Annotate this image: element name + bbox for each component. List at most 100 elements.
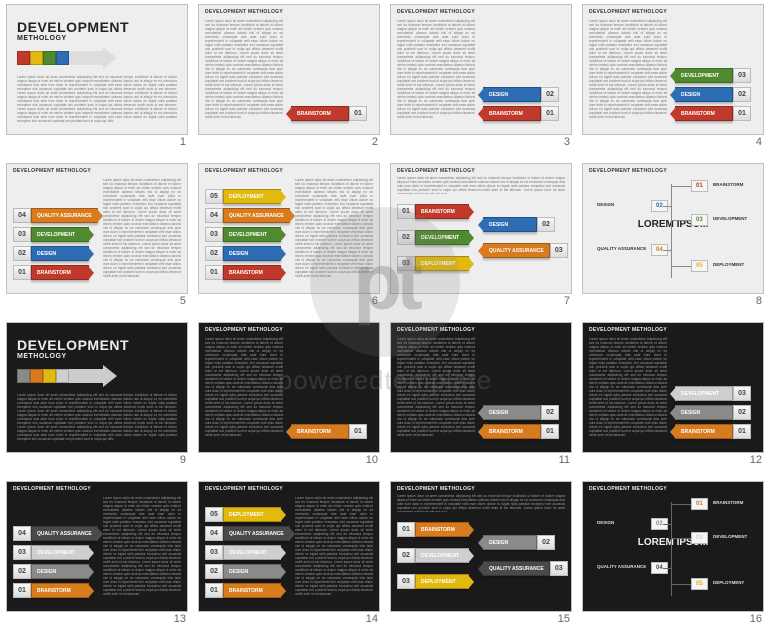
slide-15[interactable]: DEVELOPMENT METHOLOGYLorem ipsum dolor s… xyxy=(390,481,572,612)
step-label: DESIGN xyxy=(483,217,537,232)
body-text: Lorem ipsum dolor sit amet consectetur a… xyxy=(205,19,283,127)
slide-5[interactable]: DEVELOPMENT METHOLOGY Lorem ipsum dolor s… xyxy=(6,163,188,294)
slide-12[interactable]: DEVELOPMENT METHOLOGYLorem ipsum dolor s… xyxy=(582,322,764,453)
slide-13[interactable]: DEVELOPMENT METHOLOGYLorem ipsum dolor s… xyxy=(6,481,188,612)
slide-grid: DEVELOPMENTMETHOLOGYLorem ipsum dolor si… xyxy=(0,0,770,630)
slide-9[interactable]: DEVELOPMENTMETHOLOGYLorem ipsum dolor si… xyxy=(6,322,188,453)
roadmap-number: 01 xyxy=(691,498,708,510)
step-number: 02 xyxy=(537,217,555,232)
body-text: Lorem ipsum dolor sit amet consectetur a… xyxy=(295,178,373,286)
step-label: DESIGN xyxy=(31,246,89,261)
slide-2[interactable]: DEVELOPMENT METHOLOGYLorem ipsum dolor s… xyxy=(198,4,380,135)
title-sub: METHOLOGY xyxy=(17,35,129,42)
slide-index: 4 xyxy=(582,135,764,149)
title-sub: METHOLOGY xyxy=(17,353,129,360)
step-label: QUALITY ASSURANCE xyxy=(223,526,290,541)
step-deployment: 03DEPLOYMENT xyxy=(397,256,469,271)
slide-7[interactable]: DEVELOPMENT METHOLOGY Lorem ipsum dolor s… xyxy=(390,163,572,294)
slide-10[interactable]: DEVELOPMENT METHOLOGYLorem ipsum dolor s… xyxy=(198,322,380,453)
arrow-shaft xyxy=(69,369,103,383)
roadmap-number: 01 xyxy=(691,180,708,192)
step-label: DEVELOPMENT xyxy=(415,230,469,245)
slide-11[interactable]: DEVELOPMENT METHOLOGYLorem ipsum dolor s… xyxy=(390,322,572,453)
slide-header: DEVELOPMENT METHOLOGY xyxy=(205,168,283,174)
step-label: DEPLOYMENT xyxy=(415,256,469,271)
slide-6[interactable]: DEVELOPMENT METHOLOGY Lorem ipsum dolor s… xyxy=(198,163,380,294)
step-number: 03 xyxy=(550,561,568,576)
connector-line xyxy=(671,538,691,539)
slide-cell: DEVELOPMENT METHOLOGYLorem ipsum dolor s… xyxy=(390,4,572,149)
slide-1[interactable]: DEVELOPMENTMETHOLOGYLorem ipsum dolor si… xyxy=(6,4,188,135)
step-design: 02DESIGN xyxy=(205,246,281,261)
step-label: BRAINSTORM xyxy=(415,522,469,537)
slide-8[interactable]: DEVELOPMENT METHOLOGYLOREM IPSUM01BRAINS… xyxy=(582,163,764,294)
connector-line xyxy=(671,184,672,278)
step-number: 02 xyxy=(397,548,415,563)
step-brainstorm: 01BRAINSTORM xyxy=(397,522,469,537)
step-label: QUALITY ASSURANCE xyxy=(31,526,98,541)
body-text: Lorem ipsum dolor sit amet consectetur a… xyxy=(397,337,475,445)
connector-line xyxy=(663,568,671,569)
step-development: 03DEVELOPMENT xyxy=(205,545,281,560)
step-number: 05 xyxy=(205,189,223,204)
body-text: Lorem ipsum dolor sit amet consectetur a… xyxy=(205,337,283,445)
body-text: Lorem ipsum dolor sit amet consectetur a… xyxy=(103,496,181,604)
slide-cell: DEVELOPMENT METHOLOGYLOREM IPSUM01BRAINS… xyxy=(582,481,764,626)
slide-header: DEVELOPMENT METHOLOGY xyxy=(397,168,475,174)
slide-index: 13 xyxy=(6,612,188,626)
slide-cell: DEVELOPMENT METHOLOGYLorem ipsum dolor s… xyxy=(390,322,572,467)
step-label: DEVELOPMENT xyxy=(415,548,469,563)
step-label: BRAINSTORM xyxy=(31,265,89,280)
step-development: 03DEVELOPMENT xyxy=(675,386,751,401)
connector-line xyxy=(671,504,691,505)
step-number: 04 xyxy=(13,208,31,223)
roadmap-label: BRAINSTORM xyxy=(713,500,743,505)
step-development: 03DEVELOPMENT xyxy=(205,227,281,242)
step-number: 03 xyxy=(733,68,751,83)
slide-16[interactable]: DEVELOPMENT METHOLOGYLOREM IPSUM01BRAINS… xyxy=(582,481,764,612)
slide-index: 11 xyxy=(390,453,572,467)
step-brainstorm: 01BRAINSTORM xyxy=(397,204,469,219)
step-design: 02DESIGN xyxy=(483,87,559,102)
step-design: 02DESIGN xyxy=(13,246,89,261)
step-development: 02DEVELOPMENT xyxy=(397,230,469,245)
slide-index: 15 xyxy=(390,612,572,626)
step-label: DEVELOPMENT xyxy=(223,227,281,242)
slide-index: 9 xyxy=(6,453,188,467)
roadmap-label: QUALITY ASSURANCE xyxy=(597,564,646,569)
step-design: 02DESIGN xyxy=(13,564,89,579)
step-brainstorm: 01BRAINSTORM xyxy=(675,424,751,439)
slide-cell: DEVELOPMENT METHOLOGYLorem ipsum dolor s… xyxy=(582,322,764,467)
slide-14[interactable]: DEVELOPMENT METHOLOGYLorem ipsum dolor s… xyxy=(198,481,380,612)
step-number: 02 xyxy=(205,246,223,261)
step-number: 03 xyxy=(397,574,415,589)
step-brainstorm: 01BRAINSTORM xyxy=(13,583,89,598)
step-brainstorm: 01BRAINSTORM xyxy=(291,424,367,439)
roadmap-number: 03 xyxy=(691,532,708,544)
title-main: DEVELOPMENT xyxy=(17,19,129,35)
slide-cell: DEVELOPMENT METHOLOGYLOREM IPSUM01BRAINS… xyxy=(582,163,764,308)
step-number: 04 xyxy=(205,526,223,541)
slide-4[interactable]: DEVELOPMENT METHOLOGYLorem ipsum dolor s… xyxy=(582,4,764,135)
step-number: 01 xyxy=(397,522,415,537)
connector-line xyxy=(671,266,691,267)
arrow-segment xyxy=(56,51,69,65)
arrow-segment xyxy=(43,51,56,65)
step-number: 01 xyxy=(541,106,559,121)
slide-3[interactable]: DEVELOPMENT METHOLOGYLorem ipsum dolor s… xyxy=(390,4,572,135)
step-number: 03 xyxy=(397,256,415,271)
roadmap-label: DEPLOYMENT xyxy=(713,262,744,267)
step-deployment: 03DEPLOYMENT xyxy=(397,574,469,589)
step-design: 02DESIGN xyxy=(675,405,751,420)
step-label: BRAINSTORM xyxy=(675,424,733,439)
roadmap-label: BRAINSTORM xyxy=(713,182,743,187)
step-quality: 04QUALITY ASSURANCE xyxy=(13,208,98,223)
slide-index: 3 xyxy=(390,135,572,149)
step-label: BRAINSTORM xyxy=(223,265,281,280)
step-brainstorm: 01BRAINSTORM xyxy=(483,424,559,439)
slide-header: DEVELOPMENT METHOLOGY xyxy=(13,168,91,174)
step-label: QUALITY ASSURANCE xyxy=(483,561,550,576)
slide-cell: DEVELOPMENT METHOLOGYLorem ipsum dolor s… xyxy=(390,481,572,626)
body-text: Lorem ipsum dolor sit amet consectetur a… xyxy=(103,178,181,286)
body-text: Lorem ipsum dolor sit amet consectetur a… xyxy=(397,176,565,194)
